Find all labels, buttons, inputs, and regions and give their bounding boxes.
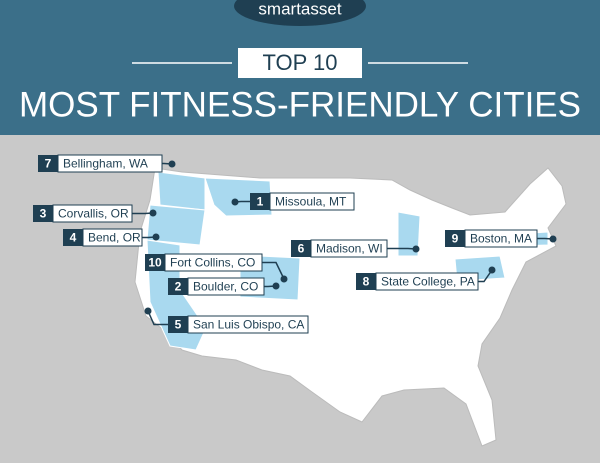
rank: 7 — [45, 157, 52, 171]
city: Corvallis, OR — [58, 207, 129, 221]
city: Fort Collins, CO — [170, 256, 255, 270]
title: MOST FITNESS-FRIENDLY CITIES — [19, 85, 581, 124]
city: Madison, WI — [316, 242, 383, 256]
city-dot — [168, 160, 176, 168]
rank-box — [291, 240, 311, 257]
logo-badge — [234, 0, 366, 26]
rank: 10 — [148, 256, 162, 270]
city-dot — [272, 282, 280, 290]
city: Bend, OR — [88, 231, 141, 245]
city-box — [187, 277, 265, 296]
rank-box — [33, 205, 53, 222]
connector — [147, 310, 168, 326]
city-box — [310, 239, 388, 258]
rank-box — [250, 193, 270, 210]
badge: TOP 10 — [262, 50, 337, 75]
city-dot — [549, 235, 557, 243]
state-wi — [397, 211, 421, 257]
city-box — [269, 192, 355, 211]
city: Missoula, MT — [275, 195, 347, 209]
rank: 5 — [175, 318, 182, 332]
rank-box — [445, 230, 465, 247]
badge-box — [238, 48, 362, 78]
rank-box — [145, 254, 165, 271]
rank-box — [356, 273, 376, 290]
rank: 8 — [363, 275, 370, 289]
city: Boulder, CO — [193, 280, 258, 294]
city-dot — [144, 307, 152, 315]
city-box — [52, 204, 133, 223]
city-dot — [152, 233, 160, 241]
city-box — [187, 315, 309, 334]
city: State College, PA — [381, 275, 475, 289]
rank-box — [168, 278, 188, 295]
rank: 3 — [40, 207, 47, 221]
brand: smartasset — [258, 0, 341, 18]
city-box — [375, 272, 479, 291]
rank-box — [168, 316, 188, 333]
city-dot — [488, 266, 496, 274]
state-or — [146, 204, 206, 246]
rank: 1 — [257, 195, 264, 209]
city: San Luis Obispo, CA — [193, 318, 304, 332]
city-labels: 7 Bellingham, WA 1 Missoula, MT 3 Corvallis, … — [33, 154, 557, 334]
city-dot — [149, 209, 157, 217]
city: Bellingham, WA — [63, 157, 148, 171]
city-box — [82, 228, 143, 247]
city: Boston, MA — [470, 232, 532, 246]
rank: 9 — [452, 232, 459, 246]
city-box — [164, 253, 263, 272]
rank-box — [63, 229, 83, 246]
connector — [262, 261, 285, 280]
city-dot — [412, 245, 420, 253]
city-dot — [280, 275, 288, 283]
rank: 4 — [70, 231, 77, 245]
rank: 2 — [175, 280, 182, 294]
rank-box — [38, 155, 58, 172]
city-dot — [231, 198, 239, 206]
rank: 6 — [298, 242, 305, 256]
city-box — [57, 154, 163, 173]
connector — [387, 247, 417, 250]
state-wa — [157, 171, 206, 211]
city-box — [464, 229, 538, 248]
connector — [478, 269, 493, 283]
